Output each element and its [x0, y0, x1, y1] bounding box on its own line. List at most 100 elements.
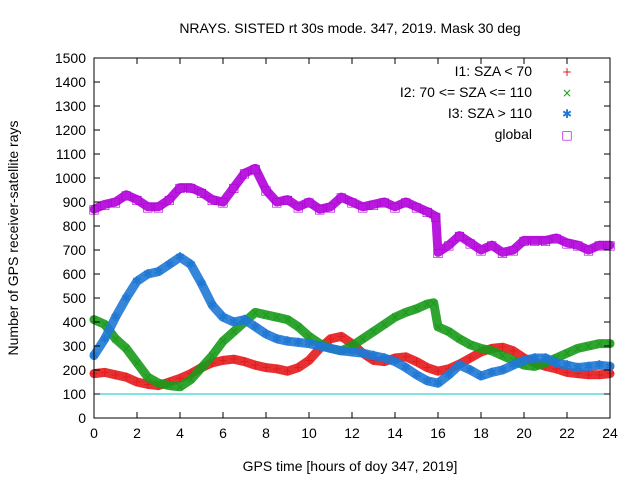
data-point: □ [368, 197, 379, 211]
data-point: + [121, 370, 131, 384]
data-point: × [401, 305, 411, 319]
data-point: □ [153, 200, 164, 214]
data-point: ✱ [250, 320, 260, 334]
data-point: ✱ [497, 363, 507, 377]
x-tick-label: 6 [219, 425, 227, 441]
y-tick-label: 1500 [55, 50, 86, 66]
data-point: □ [228, 181, 239, 195]
y-tick-label: 1000 [55, 170, 86, 186]
data-point: ✱ [325, 341, 335, 355]
y-tick-label: 400 [63, 314, 87, 330]
data-point: ✱ [175, 250, 185, 264]
data-point: + [229, 352, 239, 366]
data-point: □ [325, 200, 336, 214]
data-point: × [487, 344, 497, 358]
data-point: × [132, 356, 142, 370]
data-point: □ [572, 238, 583, 252]
data-point: ✱ [422, 374, 432, 388]
x-tick-label: 22 [559, 425, 575, 441]
y-tick-label: 1400 [55, 74, 86, 90]
data-point: + [110, 368, 120, 382]
data-point: × [583, 339, 593, 353]
y-tick-label: 500 [63, 290, 87, 306]
legend-item-1: I1: SZA < 70 + [455, 63, 572, 79]
legend: I1: SZA < 70 + I2: 70 <= SZA <= 110 × I3: SZ… [400, 63, 573, 142]
data-point: + [368, 353, 378, 367]
data-point: ✱ [390, 355, 400, 369]
data-point: × [433, 320, 443, 334]
data-point: + [250, 358, 260, 372]
data-point: + [175, 371, 185, 385]
x-tick-label: 18 [473, 425, 489, 441]
data-point: ✱ [229, 315, 239, 329]
data-point: + [100, 365, 110, 379]
data-point: × [465, 338, 475, 352]
data-point: + [261, 361, 271, 375]
series-3-trace [89, 252, 615, 388]
data-point: ✱ [444, 368, 454, 382]
data-point: ✱ [304, 337, 314, 351]
data-point: □ [131, 193, 142, 207]
data-point: ✱ [573, 361, 583, 375]
data-point: + [411, 355, 421, 369]
data-point: + [508, 344, 518, 358]
data-point: ✱ [164, 257, 174, 271]
data-point: × [261, 308, 271, 322]
data-point: ✱ [100, 332, 110, 346]
data-point: × [444, 325, 454, 339]
legend-marker: × [562, 86, 572, 100]
data-point: ✱ [476, 369, 486, 383]
data-point: □ [196, 185, 207, 199]
data-point: ✱ [465, 363, 475, 377]
data-point: + [583, 368, 593, 382]
data-point: ✱ [207, 298, 217, 312]
x-axis-label: GPS time [hours of doy 347, 2019] [243, 458, 458, 474]
y-tick-label: 1300 [55, 98, 86, 114]
legend-label: I2: 70 <= SZA <= 110 [400, 84, 532, 100]
data-point: + [465, 351, 475, 365]
data-point: ✱ [519, 353, 529, 367]
data-point: + [143, 377, 153, 391]
data-point: × [207, 349, 217, 363]
data-point: + [433, 364, 443, 378]
data-point: ✱ [487, 365, 497, 379]
data-point: ✱ [218, 310, 228, 324]
y-tick-label: 1100 [56, 146, 86, 162]
data-point: □ [518, 233, 529, 247]
data-point: □ [486, 238, 497, 252]
data-point: × [196, 361, 206, 375]
data-point: □ [174, 181, 185, 195]
axes-layer: 0100200300400500600700800900100011001200… [55, 50, 618, 441]
data-point: ✱ [368, 349, 378, 363]
data-point: ✱ [530, 351, 540, 365]
data-point: × [411, 302, 421, 316]
data-point: ✱ [282, 334, 292, 348]
data-point: □ [271, 195, 282, 209]
data-point: × [390, 310, 400, 324]
y-tick-label: 300 [63, 338, 87, 354]
data-point: □ [303, 195, 314, 209]
data-point: × [358, 332, 368, 346]
data-point: ✱ [379, 351, 389, 365]
data-point: □ [336, 190, 347, 204]
data-point: × [476, 341, 486, 355]
data-point: × [347, 339, 357, 353]
legend-item-3: I3: SZA > 110 ✱ [448, 105, 572, 121]
data-point: ✱ [315, 339, 325, 353]
data-point: □ [121, 188, 132, 202]
data-point: × [497, 349, 507, 363]
y-axis-label: Number of GPS receiver-satellite rays [5, 121, 21, 356]
data-point: ✱ [196, 277, 206, 291]
y-tick-label: 1200 [55, 122, 86, 138]
data-point: ✱ [594, 358, 604, 372]
data-point: □ [314, 202, 325, 216]
data-point: + [304, 353, 314, 367]
data-point: × [282, 313, 292, 327]
x-tick-label: 20 [516, 425, 532, 441]
data-point: □ [443, 238, 454, 252]
data-point: + [401, 350, 411, 364]
data-point: □ [293, 200, 304, 214]
data-point: □ [346, 195, 357, 209]
y-tick-label: 0 [78, 410, 86, 426]
data-point: + [282, 364, 292, 378]
